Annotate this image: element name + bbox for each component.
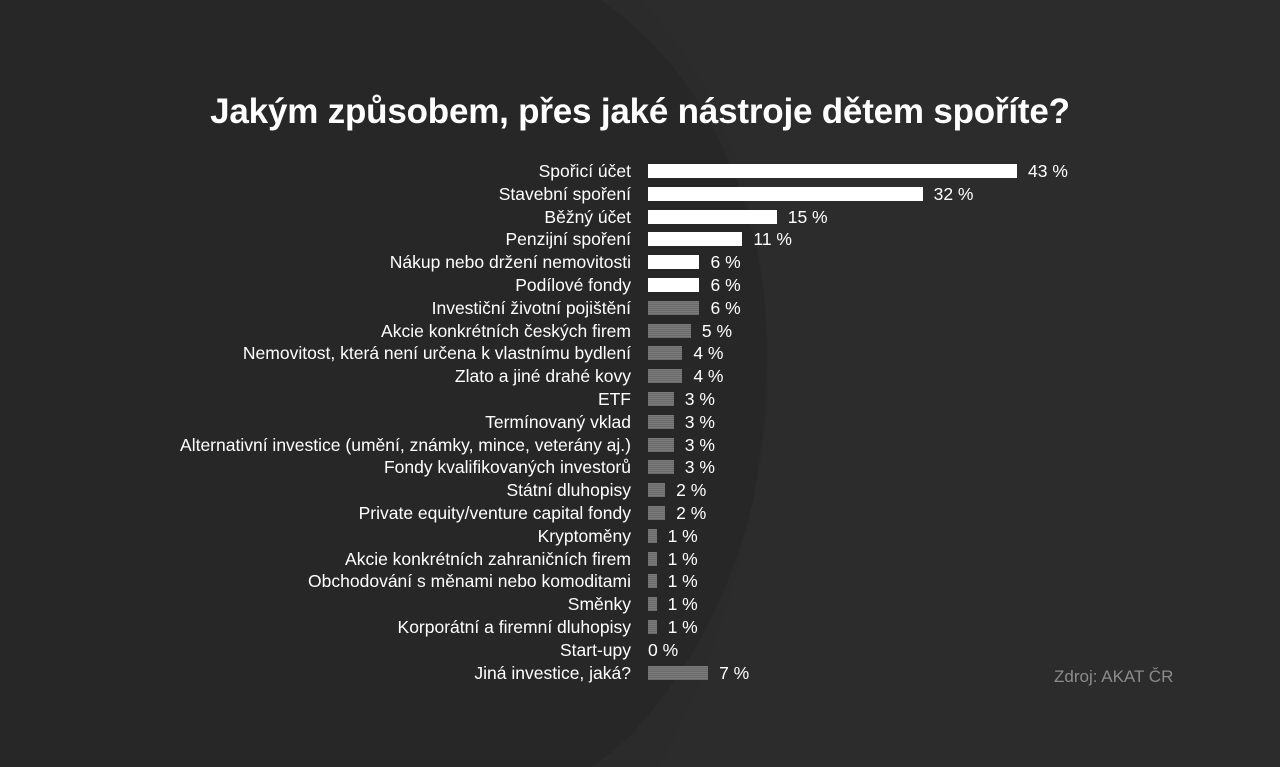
value-label: 5 % bbox=[701, 320, 733, 341]
value-label: 32 % bbox=[933, 183, 974, 204]
bar bbox=[648, 392, 674, 406]
category-label: Alternativní investice (umění, známky, m… bbox=[180, 434, 631, 455]
value-label: 43 % bbox=[1028, 161, 1068, 181]
bar bbox=[648, 255, 700, 270]
category-label: Kryptoměny bbox=[537, 525, 631, 546]
value-label: 1 % bbox=[667, 525, 698, 546]
bar bbox=[648, 506, 666, 520]
bar bbox=[648, 597, 657, 612]
bar bbox=[648, 186, 923, 201]
category-label: Akcie konkrétních zahraničních firem bbox=[345, 548, 631, 569]
value-label: 11 % bbox=[753, 229, 792, 250]
category-label: Zlato a jiné drahé kovy bbox=[454, 366, 631, 387]
category-label: Investiční životní pojištění bbox=[431, 297, 631, 318]
category-label: Start-upy bbox=[560, 639, 631, 660]
category-label: Nákup nebo držení nemovitosti bbox=[389, 252, 631, 273]
value-label: 4 % bbox=[693, 343, 724, 364]
bar bbox=[648, 460, 674, 475]
value-label: 2 % bbox=[676, 480, 707, 501]
category-label: Stavební spoření bbox=[498, 183, 631, 204]
bar bbox=[648, 369, 683, 384]
category-label: Penzijní spoření bbox=[505, 229, 632, 250]
category-label: Směnky bbox=[567, 594, 631, 615]
value-label: 6 % bbox=[710, 275, 741, 295]
category-label: Termínovaný vklad bbox=[485, 411, 631, 432]
value-label: 1 % bbox=[667, 617, 698, 637]
value-label: 15 % bbox=[787, 206, 828, 227]
category-label: Obchodování s měnami nebo komoditami bbox=[308, 571, 631, 592]
bar bbox=[648, 574, 657, 589]
bar bbox=[648, 483, 666, 498]
value-label: 1 % bbox=[667, 571, 698, 592]
value-label: 6 % bbox=[710, 252, 741, 273]
value-label: 0 % bbox=[648, 639, 679, 660]
value-label: 3 % bbox=[684, 434, 715, 455]
value-label: 1 % bbox=[667, 548, 698, 569]
value-label: 4 % bbox=[693, 366, 724, 387]
category-label: Běžný účet bbox=[544, 206, 631, 227]
category-label: Akcie konkrétních českých firem bbox=[381, 320, 631, 341]
bar bbox=[648, 209, 777, 224]
bar bbox=[648, 414, 674, 429]
category-label: Private equity/venture capital fondy bbox=[358, 503, 631, 523]
bar bbox=[648, 528, 657, 543]
bar bbox=[648, 437, 674, 452]
value-label: 3 % bbox=[684, 457, 715, 478]
bar bbox=[648, 551, 657, 566]
category-label: Státní dluhopisy bbox=[506, 480, 631, 501]
bar bbox=[648, 164, 1017, 178]
category-label: Spořicí účet bbox=[538, 161, 631, 181]
value-label: 6 % bbox=[710, 297, 741, 318]
category-label: Jiná investice, jaká? bbox=[474, 662, 631, 683]
bar bbox=[648, 620, 657, 634]
bar bbox=[648, 323, 691, 338]
value-label: 7 % bbox=[719, 662, 750, 683]
source-label: Zdroj: AKAT ČR bbox=[1054, 667, 1174, 686]
value-label: 1 % bbox=[667, 594, 698, 615]
category-label: Podílové fondy bbox=[515, 275, 631, 295]
bar bbox=[648, 278, 700, 292]
category-label: Korporátní a firemní dluhopisy bbox=[397, 617, 631, 637]
bar bbox=[648, 346, 683, 361]
value-label: 2 % bbox=[676, 503, 707, 523]
category-label: Nemovitost, která není určena k vlastním… bbox=[242, 343, 631, 364]
bar bbox=[648, 300, 700, 315]
category-label: ETF bbox=[597, 389, 631, 409]
value-label: 3 % bbox=[684, 411, 715, 432]
bar bbox=[648, 232, 743, 247]
value-label: 3 % bbox=[684, 389, 715, 409]
bar bbox=[648, 665, 709, 680]
category-label: Fondy kvalifikovaných investorů bbox=[383, 457, 631, 478]
chart-title: Jakým způsobem, přes jaké nástroje dětem… bbox=[210, 92, 1070, 131]
